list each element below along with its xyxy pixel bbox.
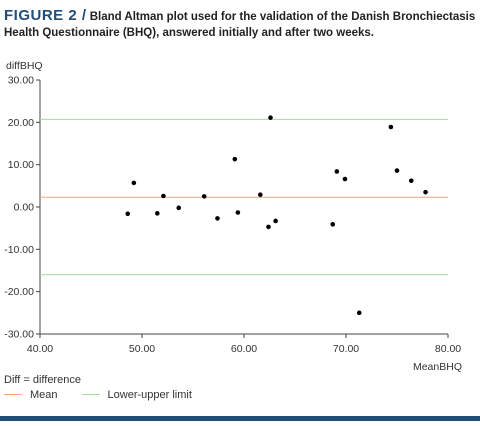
data-point xyxy=(394,168,400,173)
data-point xyxy=(356,310,362,316)
x-tick-label: 60.00 xyxy=(231,343,257,355)
data-point xyxy=(266,224,271,230)
figure-caption: FIGURE 2 / Bland Altman plot used for th… xyxy=(4,8,476,41)
data-point xyxy=(388,124,394,130)
data-point xyxy=(258,192,263,198)
y-axis-label: diffBHQ xyxy=(6,60,43,72)
x-axis-label: MeanBHQ xyxy=(413,361,462,373)
y-tick-label: 0.00 xyxy=(14,202,35,214)
legend-mean-label: Mean xyxy=(30,388,58,401)
data-point xyxy=(342,176,348,182)
x-tick-label: 80.00 xyxy=(435,343,461,355)
axes: 30.00 20.00 10.00 0.00 -10.00 -20.00 -30.00 40.… xyxy=(4,75,461,356)
y-tick-label: -20.00 xyxy=(4,286,34,298)
limit-line-swatch xyxy=(81,394,100,395)
caption-text: Bland Altman plot used for the validatio… xyxy=(4,11,476,39)
figure-label: FIGURE 2 / xyxy=(4,7,87,24)
data-point xyxy=(423,189,428,195)
y-tick-label: -30.00 xyxy=(4,329,34,341)
data-point xyxy=(408,178,414,184)
data-point xyxy=(131,180,137,186)
data-point xyxy=(201,194,207,199)
legend-limits-label: Lower-upper limit xyxy=(107,388,192,401)
legend-note-text: Diff = difference xyxy=(4,373,81,386)
legend-items: Mean Lower-upper limit xyxy=(4,387,192,402)
x-tick-label: 50.00 xyxy=(129,343,155,355)
data-point xyxy=(155,211,160,216)
y-tick-label: 10.00 xyxy=(8,159,34,171)
reference-lines xyxy=(40,118,448,276)
data-point xyxy=(232,156,238,162)
mean-line-swatch xyxy=(4,394,22,395)
data-point xyxy=(161,193,166,199)
data-point xyxy=(330,222,336,227)
data-point xyxy=(268,115,273,120)
data-point xyxy=(334,169,340,174)
y-tick-label: 30.00 xyxy=(8,75,34,87)
data-point xyxy=(235,210,241,215)
data-point xyxy=(215,216,220,221)
data-point xyxy=(125,211,131,217)
legend: Diff = difference Mean Lower-upper limit xyxy=(4,372,192,402)
data-points xyxy=(125,115,428,316)
bottom-rule xyxy=(0,416,480,421)
y-tick-label: 20.00 xyxy=(8,117,34,129)
data-point xyxy=(176,205,182,211)
legend-note: Diff = difference xyxy=(4,372,192,387)
x-tick-label: 40.00 xyxy=(27,343,53,355)
x-tick-label: 70.00 xyxy=(333,343,359,355)
y-tick-label: -10.00 xyxy=(4,244,34,256)
data-point xyxy=(273,218,278,224)
